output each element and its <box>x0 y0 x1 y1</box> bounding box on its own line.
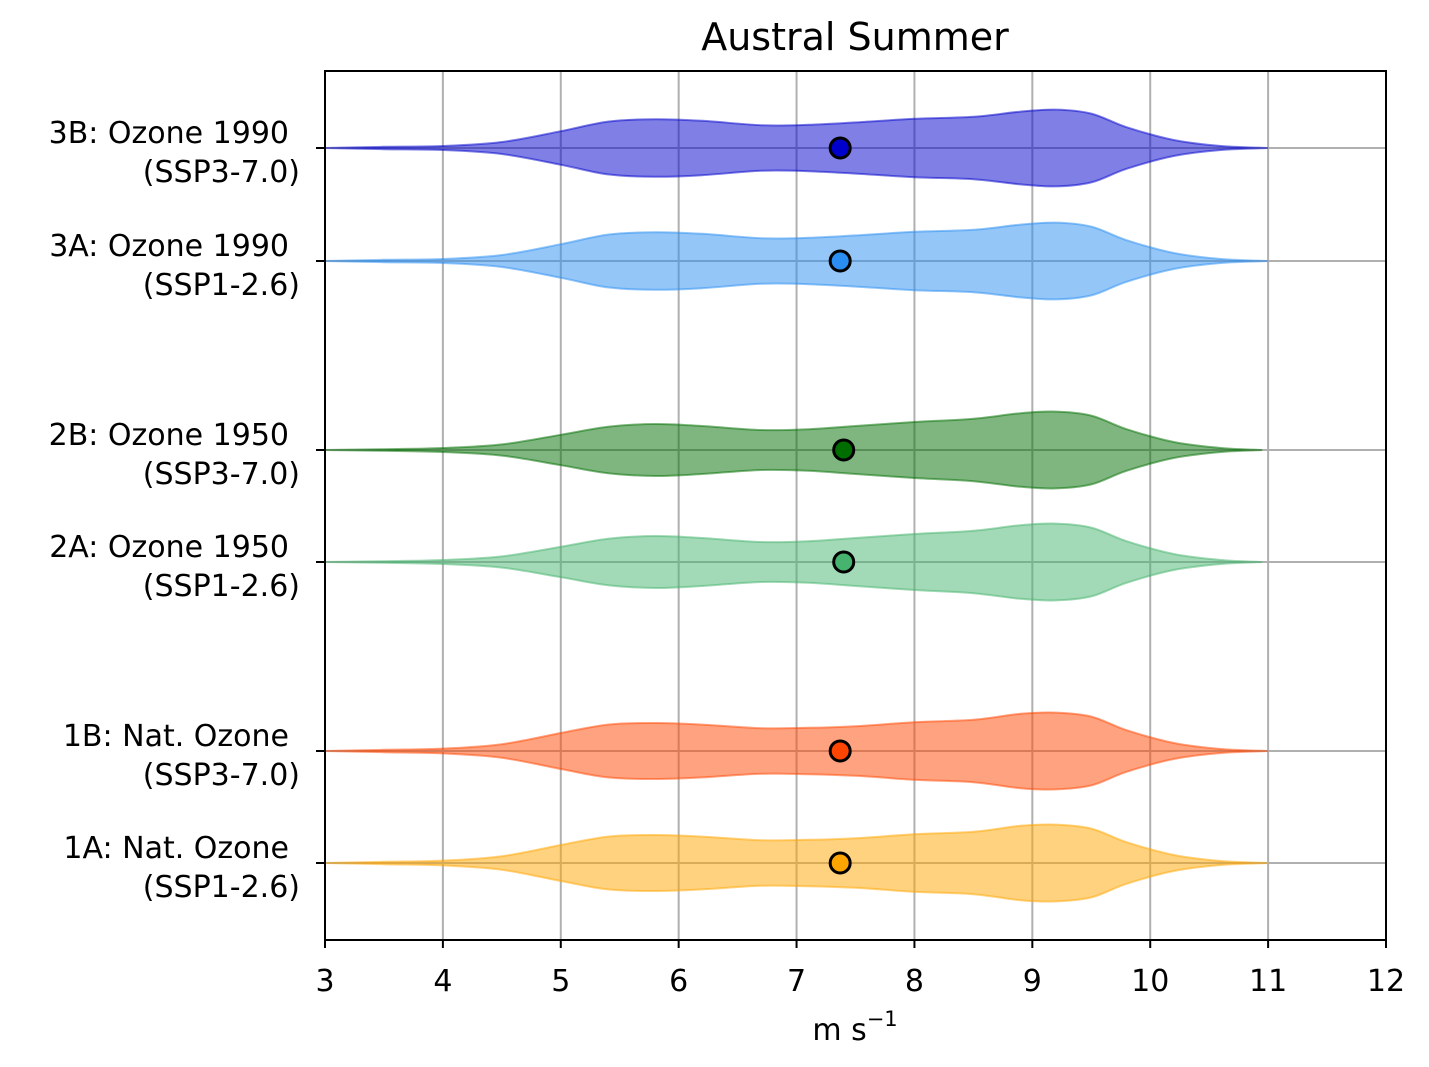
y-tick-label-line2: (SSP3-7.0) <box>143 155 300 190</box>
y-tick-label-line2: (SSP1-2.6) <box>143 569 300 604</box>
y-axis: 3B: Ozone 1990 (SSP3-7.0) 3A: Ozone 1990 (S… <box>49 116 325 905</box>
x-axis-label-unit: m s <box>812 1013 866 1048</box>
mean-marker <box>832 550 856 574</box>
x-tick-label: 11 <box>1249 964 1287 999</box>
y-tick-label-line2: (SSP1-2.6) <box>143 268 300 303</box>
y-tick-label-line1: 2B: Ozone 1950 <box>49 418 289 453</box>
mean-marker <box>832 438 856 462</box>
y-tick-label-line1: 1B: Nat. Ozone <box>63 719 289 754</box>
y-tick-label-line1: 3A: Ozone 1990 <box>49 229 289 264</box>
violin-body <box>324 221 1269 301</box>
y-tick-label-line2: (SSP3-7.0) <box>143 758 300 793</box>
y-tick-label-line2: (SSP3-7.0) <box>143 457 300 492</box>
x-tick-label: 12 <box>1367 964 1405 999</box>
violins <box>324 108 1269 903</box>
x-axis-label-exponent: −1 <box>867 1007 898 1031</box>
y-tick-label-line2: (SSP1-2.6) <box>143 870 300 905</box>
mean-marker <box>828 249 852 273</box>
violin-body <box>324 823 1269 903</box>
mean-marker <box>828 136 852 160</box>
violin-body <box>324 711 1269 791</box>
x-tick-label: 3 <box>315 964 334 999</box>
x-tick-label: 6 <box>669 964 688 999</box>
plot-frame <box>324 70 1387 941</box>
x-tick-label: 10 <box>1131 964 1169 999</box>
chart-title: Austral Summer <box>701 15 1009 59</box>
x-tick-label: 8 <box>905 964 924 999</box>
x-tick-label: 5 <box>551 964 570 999</box>
violin-body <box>324 522 1263 602</box>
x-axis-label: m s−1 <box>812 1007 897 1048</box>
grid-lines <box>324 71 1387 940</box>
y-tick-label-line1: 2A: Ozone 1950 <box>49 530 289 565</box>
x-tick-label: 4 <box>433 964 452 999</box>
x-tick-label: 7 <box>787 964 806 999</box>
violin-body <box>324 410 1263 490</box>
mean-marker <box>828 739 852 763</box>
mean-marker <box>828 851 852 875</box>
y-tick-label-line1: 1A: Nat. Ozone <box>63 831 289 866</box>
x-tick-label: 9 <box>1023 964 1042 999</box>
y-tick-label-line1: 3B: Ozone 1990 <box>49 116 289 151</box>
x-axis: 3 4 5 6 7 8 9 10 11 12 <box>315 940 1405 999</box>
violin-body <box>324 108 1269 188</box>
